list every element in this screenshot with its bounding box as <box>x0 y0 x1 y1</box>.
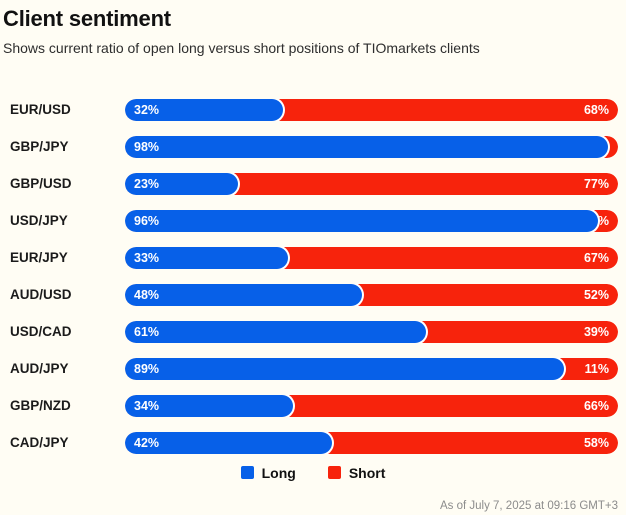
sentiment-bar: 4% 96% <box>125 209 618 232</box>
short-swatch <box>327 466 341 479</box>
sentiment-bar: 68% 32% <box>125 98 618 121</box>
table-row: USD/JPY 4% 96% <box>0 202 626 239</box>
row-label: CAD/JPY <box>10 435 69 450</box>
row-label: EUR/JPY <box>10 250 68 265</box>
legend-item-short[interactable]: Short <box>327 464 386 481</box>
long-value-label: 34% <box>134 398 160 413</box>
row-label: EUR/USD <box>10 102 71 117</box>
long-bar: 34% <box>125 394 293 417</box>
chart-legend: Long Short <box>0 464 626 481</box>
sentiment-bar: 11% 89% <box>125 357 618 380</box>
short-value-label: 68% <box>583 102 609 117</box>
sentiment-bar: 39% 61% <box>125 320 618 343</box>
long-bar: 98% <box>125 135 609 158</box>
long-value-label: 96% <box>134 213 160 228</box>
table-row: GBP/JPY 2% 98% <box>0 128 626 165</box>
row-label: AUD/JPY <box>10 361 69 376</box>
long-bar: 23% <box>125 172 239 195</box>
table-row: USD/CAD 39% 61% <box>0 313 626 350</box>
short-value-label: 77% <box>583 176 609 191</box>
chart-subtitle: Shows current ratio of open long versus … <box>3 40 480 56</box>
sentiment-bar: 2% 98% <box>125 135 618 158</box>
long-swatch <box>240 466 254 479</box>
table-row: GBP/NZD 66% 34% <box>0 387 626 424</box>
long-bar: 48% <box>125 283 362 306</box>
long-value-label: 33% <box>134 250 160 265</box>
short-value-label: 11% <box>584 361 609 376</box>
page-title: Client sentiment <box>3 6 171 31</box>
row-label: USD/JPY <box>10 213 68 228</box>
legend-label-long: Long <box>261 464 296 481</box>
long-value-label: 32% <box>134 102 160 117</box>
sentiment-bar: 58% 42% <box>125 431 618 454</box>
sentiment-bar: 52% 48% <box>125 283 618 306</box>
row-label: GBP/NZD <box>10 398 71 413</box>
long-value-label: 61% <box>134 324 160 339</box>
short-value-label: 66% <box>583 398 609 413</box>
table-row: CAD/JPY 58% 42% <box>0 424 626 461</box>
row-label: AUD/USD <box>10 287 72 302</box>
chart-rows: EUR/USD 68% 32% GBP/JPY 2% 98% <box>0 91 626 461</box>
long-bar: 89% <box>125 357 564 380</box>
row-label: GBP/USD <box>10 176 72 191</box>
long-value-label: 42% <box>134 435 160 450</box>
short-value-label: 39% <box>583 324 609 339</box>
long-bar: 96% <box>125 209 599 232</box>
row-label: GBP/JPY <box>10 139 69 154</box>
legend-label-short: Short <box>348 464 386 481</box>
sentiment-bar: 66% 34% <box>125 394 618 417</box>
table-row: EUR/JPY 67% 33% <box>0 239 626 276</box>
short-value-label: 52% <box>583 287 609 302</box>
sentiment-bar: 77% 23% <box>125 172 618 195</box>
long-value-label: 48% <box>134 287 160 302</box>
short-bar: 77% <box>125 172 618 195</box>
legend-item-long[interactable]: Long <box>240 464 296 481</box>
table-row: AUD/JPY 11% 89% <box>0 350 626 387</box>
long-bar: 33% <box>125 246 288 269</box>
table-row: AUD/USD 52% 48% <box>0 276 626 313</box>
table-row: GBP/USD 77% 23% <box>0 165 626 202</box>
long-bar: 32% <box>125 98 283 121</box>
long-bar: 61% <box>125 320 426 343</box>
short-value-label: 67% <box>583 250 609 265</box>
as-of-timestamp: As of July 7, 2025 at 09:16 GMT+3 <box>439 500 618 512</box>
long-bar: 42% <box>125 431 333 454</box>
long-value-label: 89% <box>134 361 160 376</box>
long-value-label: 23% <box>134 176 160 191</box>
long-value-label: 98% <box>134 139 160 154</box>
short-value-label: 58% <box>583 435 609 450</box>
row-label: USD/CAD <box>10 324 72 339</box>
sentiment-bar: 67% 33% <box>125 246 618 269</box>
table-row: EUR/USD 68% 32% <box>0 91 626 128</box>
